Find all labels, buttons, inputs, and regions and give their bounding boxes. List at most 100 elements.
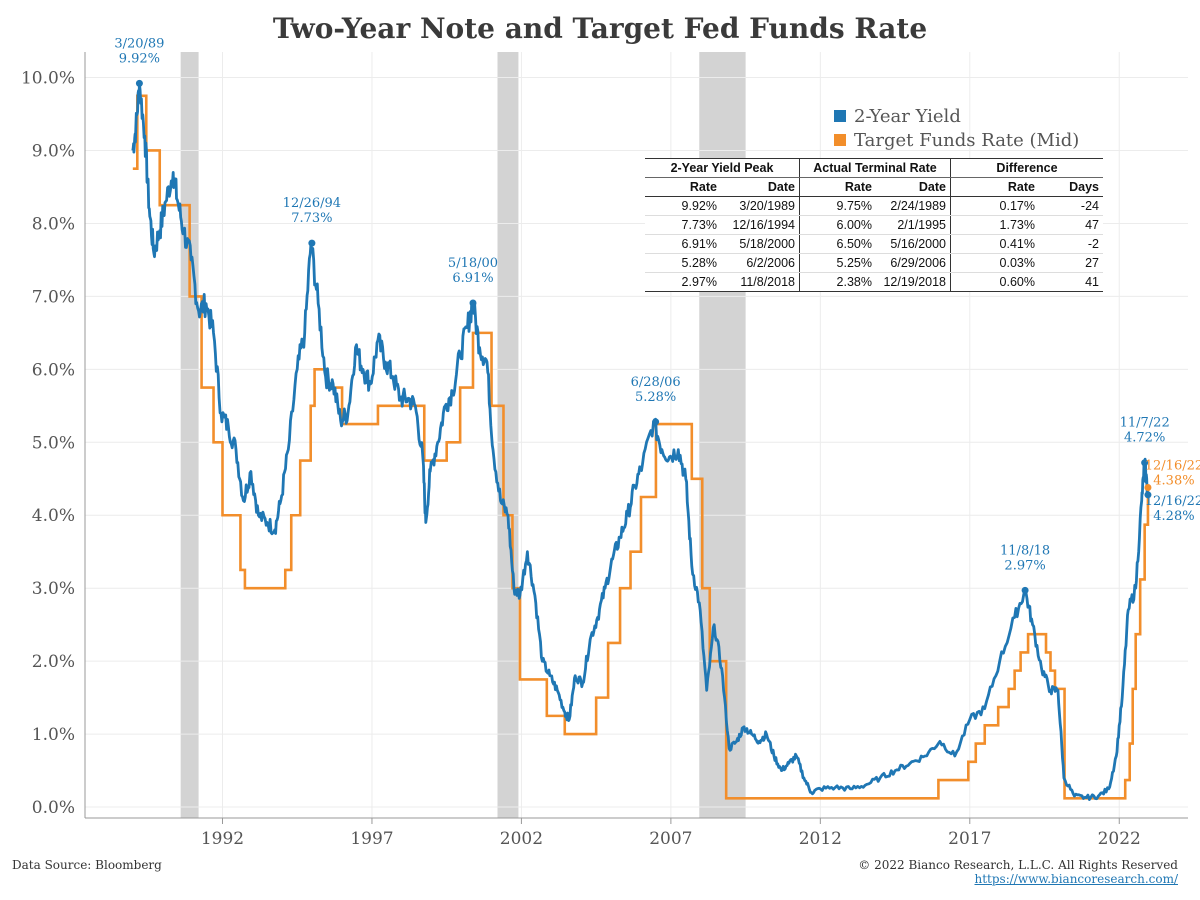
website-link[interactable]: https://www.biancoresearch.com/	[974, 872, 1178, 886]
recession-band	[180, 52, 199, 818]
table-cell: -2	[1039, 234, 1103, 254]
table-cell: -24	[1039, 196, 1103, 216]
annotation-date: 5/18/00	[448, 256, 498, 271]
y-tick-label: 7.0%	[32, 287, 75, 307]
y-tick-label: 8.0%	[32, 214, 75, 234]
annotation-date: 3/20/89	[114, 36, 164, 51]
table-cell: 9.75%	[799, 196, 876, 216]
annotation-date: 6/28/06	[631, 375, 681, 390]
y-tick-label: 9.0%	[32, 141, 75, 161]
table-row: 5.28% 6/2/2006 5.25% 6/29/2006 0.03% 27	[645, 253, 1103, 273]
legend-swatch-2yr	[834, 110, 846, 122]
copyright-note: © 2022 Bianco Research, L.L.C. All Right…	[858, 858, 1178, 872]
table-cell: 2.38%	[799, 272, 876, 292]
x-tick-label: 2012	[799, 829, 842, 849]
table-col-header: Rate	[950, 177, 1039, 197]
x-tick-label: 1992	[201, 829, 244, 849]
table-row: 2.97% 11/8/2018 2.38% 12/19/2018 0.60% 4…	[645, 272, 1103, 292]
peak-marker	[469, 299, 477, 307]
table-row: 9.92% 3/20/1989 9.75% 2/24/1989 0.17% -2…	[645, 196, 1103, 216]
x-tick-label: 2002	[500, 829, 543, 849]
table-cell: 6/2/2006	[721, 253, 800, 273]
annotation-date: 12/16/22	[1145, 494, 1200, 509]
table-cell: 11/8/2018	[721, 272, 800, 292]
table-cell: 41	[1039, 272, 1103, 292]
y-tick-label: 1.0%	[32, 725, 75, 745]
two-year-yield-line	[131, 82, 1150, 801]
table-cell: 6.50%	[799, 234, 876, 254]
table-cell: 6/29/2006	[876, 253, 951, 273]
table-cell: 12/19/2018	[876, 272, 951, 292]
peak-marker	[652, 418, 660, 426]
table-cell: 6.91%	[645, 234, 721, 254]
peak-marker	[1144, 491, 1152, 499]
chart-title: Two-Year Note and Target Fed Funds Rate	[272, 12, 928, 45]
legend-label-2yr: 2-Year Yield	[854, 105, 961, 127]
table-cell: 5/18/2000	[721, 234, 800, 254]
legend-item-2yr: 2-Year Yield	[834, 104, 1079, 128]
annotation-value: 7.73%	[291, 211, 332, 226]
table-cell: 7.73%	[645, 215, 721, 235]
peak-marker	[1144, 484, 1152, 492]
annotation-value: 4.72%	[1124, 431, 1165, 446]
table-cell: 0.41%	[950, 234, 1039, 254]
table-row: 7.73% 12/16/1994 6.00% 2/1/1995 1.73% 47	[645, 215, 1103, 235]
table-cell: 0.60%	[950, 272, 1039, 292]
annotation-value: 4.38%	[1153, 474, 1194, 489]
table-cell: 0.17%	[950, 196, 1039, 216]
y-tick-label: 3.0%	[32, 579, 75, 599]
table-cell: 9.92%	[645, 196, 721, 216]
peak-marker	[1021, 586, 1029, 594]
y-tick-label: 2.0%	[32, 652, 75, 672]
data-source-note: Data Source: Bloomberg	[12, 858, 162, 872]
annotation-date: 12/16/22	[1145, 459, 1200, 474]
peak-marker	[1141, 459, 1149, 467]
legend-swatch-fed	[834, 134, 846, 146]
legend-item-fed: Target Funds Rate (Mid)	[834, 128, 1079, 152]
annotation-value: 6.91%	[452, 271, 493, 286]
table-col-header: Rate	[799, 177, 876, 197]
table-cell: 2/1/1995	[876, 215, 951, 235]
table-group-terminal: Actual Terminal Rate	[799, 158, 951, 178]
annotation-value: 4.28%	[1153, 509, 1194, 524]
legend: 2-Year Yield Target Funds Rate (Mid)	[834, 104, 1079, 152]
x-tick-label: 2022	[1098, 829, 1141, 849]
table-col-header: Date	[721, 177, 800, 197]
table-cell: 2/24/1989	[876, 196, 951, 216]
y-tick-label: 0.0%	[32, 798, 75, 818]
recession-band	[497, 52, 519, 818]
table-cell: 2.97%	[645, 272, 721, 292]
y-tick-label: 10.0%	[21, 69, 75, 89]
annotation-date: 12/26/94	[283, 196, 341, 211]
table-cell: 12/16/1994	[721, 215, 800, 235]
y-tick-label: 5.0%	[32, 433, 75, 453]
peak-marker	[308, 239, 316, 247]
fed-funds-line	[132, 94, 1150, 800]
table-cell: 3/20/1989	[721, 196, 800, 216]
legend-label-fed: Target Funds Rate (Mid)	[854, 129, 1080, 151]
table-row: 6.91% 5/18/2000 6.50% 5/16/2000 0.41% -2	[645, 234, 1103, 254]
x-tick-label: 2007	[649, 829, 692, 849]
annotation-date: 11/7/22	[1120, 416, 1170, 431]
table-cell: 5/16/2000	[876, 234, 951, 254]
x-tick-label: 1997	[350, 829, 393, 849]
table-col-header: Days	[1039, 177, 1103, 197]
peak-marker	[135, 79, 143, 87]
annotation-value: 5.28%	[635, 390, 676, 405]
table-cell: 6.00%	[799, 215, 876, 235]
annotation-value: 2.97%	[1004, 558, 1045, 573]
table-cell: 47	[1039, 215, 1103, 235]
annotation-value: 9.92%	[119, 51, 160, 66]
table-cell: 0.03%	[950, 253, 1039, 273]
table-col-header: Rate	[645, 177, 721, 197]
table-group-difference: Difference	[950, 158, 1103, 178]
y-tick-label: 6.0%	[32, 360, 75, 380]
table-cell: 5.25%	[799, 253, 876, 273]
annotation-date: 11/8/18	[1000, 543, 1050, 558]
y-tick-label: 4.0%	[32, 506, 75, 526]
peak-terminal-table: 2-Year Yield Peak Actual Terminal Rate D…	[645, 158, 1103, 292]
table-col-header: Date	[876, 177, 951, 197]
table-group-peak: 2-Year Yield Peak	[645, 158, 800, 178]
table-cell: 27	[1039, 253, 1103, 273]
x-tick-label: 2017	[948, 829, 991, 849]
